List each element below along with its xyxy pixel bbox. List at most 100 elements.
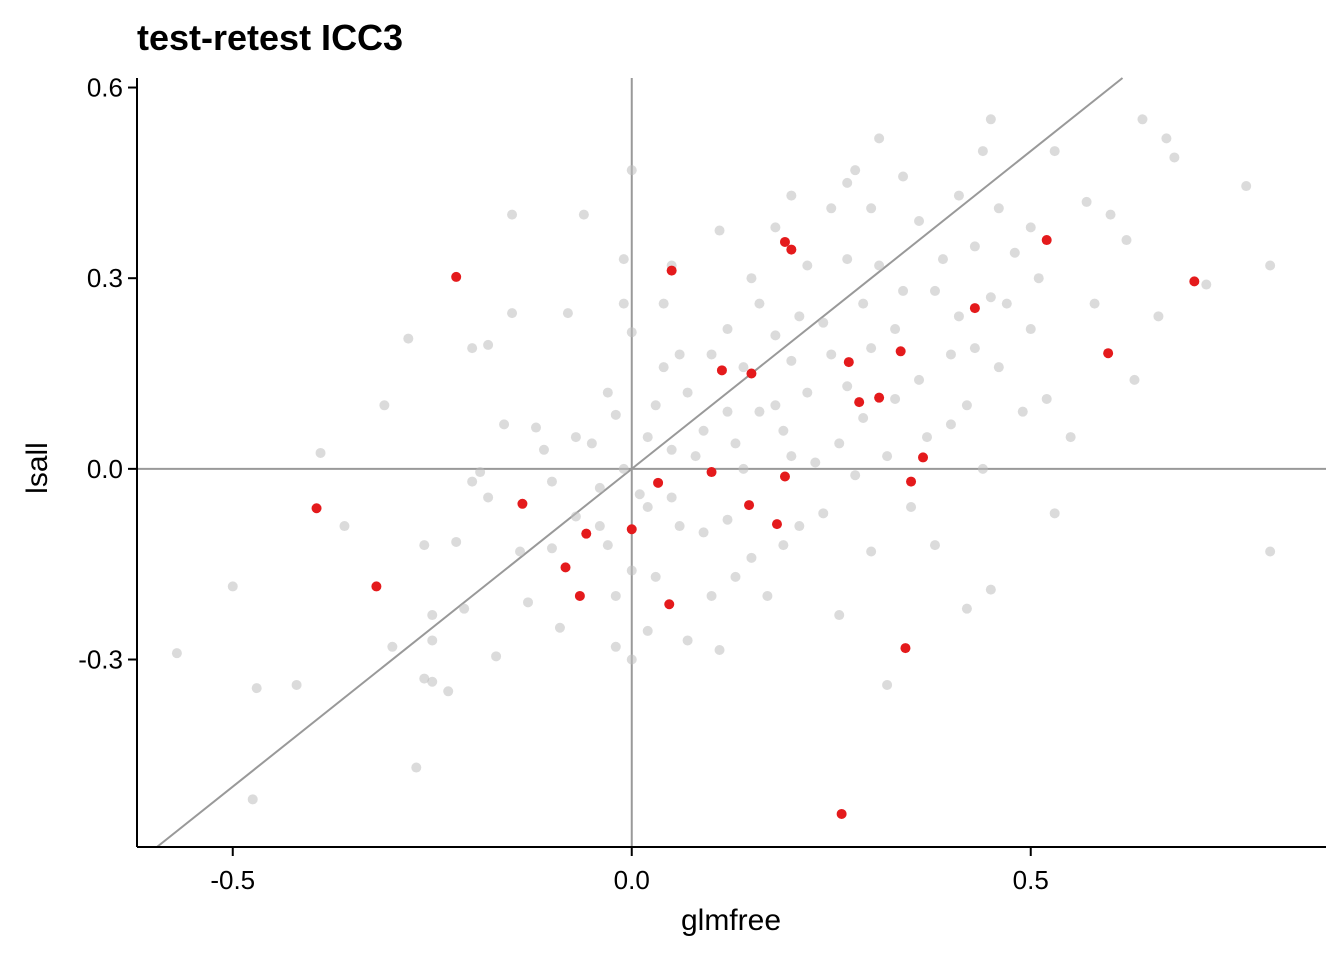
background-point — [626, 654, 637, 665]
background-point — [714, 644, 725, 655]
background-point — [786, 355, 797, 366]
highlight-point — [969, 303, 980, 314]
background-point — [546, 476, 557, 487]
highlight-point — [895, 346, 906, 357]
background-point — [850, 470, 861, 481]
highlight-point — [371, 581, 382, 592]
background-point — [1129, 374, 1140, 385]
background-point — [778, 540, 789, 551]
background-point — [674, 349, 685, 360]
background-point — [969, 343, 980, 354]
background-point — [171, 648, 182, 659]
background-point — [898, 285, 909, 296]
background-point — [722, 514, 733, 525]
identity-line — [156, 77, 1124, 848]
background-point — [570, 511, 581, 522]
background-point — [658, 298, 669, 309]
background-point — [626, 327, 637, 338]
background-point — [658, 362, 669, 373]
background-point — [1153, 311, 1164, 322]
background-point — [570, 432, 581, 443]
highlight-point — [666, 265, 677, 276]
highlight-point — [574, 590, 585, 601]
highlight-point — [874, 392, 885, 403]
background-point — [802, 260, 813, 271]
background-point — [770, 222, 781, 233]
background-point — [483, 492, 494, 503]
highlight-point — [626, 524, 637, 535]
background-point — [515, 546, 526, 557]
background-point — [650, 571, 661, 582]
background-point — [842, 177, 853, 188]
background-point — [842, 381, 853, 392]
background-point — [491, 651, 502, 662]
background-point — [762, 590, 773, 601]
highlight-point — [1189, 276, 1200, 287]
background-point — [483, 339, 494, 350]
background-point — [746, 552, 757, 563]
background-point — [291, 679, 302, 690]
background-point — [858, 413, 869, 424]
background-point — [634, 489, 645, 500]
background-point — [251, 683, 262, 694]
background-point — [985, 584, 996, 595]
background-point — [1265, 260, 1276, 271]
x-axis-label: glmfree — [681, 904, 781, 937]
background-point — [1081, 196, 1092, 207]
background-point — [818, 317, 829, 328]
background-point — [698, 527, 709, 538]
background-point — [770, 400, 781, 411]
y-tick-label: 0.0 — [87, 454, 123, 484]
background-point — [961, 400, 972, 411]
background-point — [1009, 247, 1020, 258]
highlight-point — [836, 808, 847, 819]
background-point — [786, 190, 797, 201]
background-point — [929, 285, 940, 296]
background-point — [802, 387, 813, 398]
background-point — [698, 425, 709, 436]
background-point — [738, 362, 749, 373]
highlight-point — [900, 643, 911, 654]
background-point — [554, 622, 565, 633]
background-point — [1041, 393, 1052, 404]
highlight-point — [906, 476, 917, 487]
background-point — [850, 165, 861, 176]
background-point — [874, 133, 885, 144]
background-point — [411, 762, 422, 773]
background-point — [642, 501, 653, 512]
background-point — [866, 546, 877, 557]
background-point — [523, 597, 534, 608]
background-point — [778, 425, 789, 436]
background-point — [1025, 222, 1036, 233]
background-point — [690, 451, 701, 462]
background-point — [730, 571, 741, 582]
background-point — [1001, 298, 1012, 309]
background-point — [722, 324, 733, 335]
background-point — [914, 215, 925, 226]
background-point — [682, 387, 693, 398]
background-point — [1017, 406, 1028, 417]
y-axis-ticks: -0.3 0.0 0.3 0.6 — [78, 73, 137, 675]
background-point — [818, 508, 829, 519]
background-point — [722, 406, 733, 417]
background-point — [499, 419, 510, 430]
background-point — [315, 447, 326, 458]
background-point — [985, 114, 996, 125]
x-tick-label: 0.0 — [614, 865, 650, 895]
background-point — [794, 311, 805, 322]
background-point — [882, 451, 893, 462]
highlight-point — [1103, 348, 1114, 359]
background-point — [1169, 152, 1180, 163]
background-point — [459, 603, 470, 614]
background-point — [929, 540, 940, 551]
background-point — [1241, 181, 1252, 192]
x-axis-ticks: -0.5 0.0 0.5 — [210, 847, 1049, 895]
background-point — [602, 540, 613, 551]
background-point — [961, 603, 972, 614]
background-point — [666, 492, 677, 503]
background-point — [834, 610, 845, 621]
background-point — [642, 625, 653, 636]
background-point — [993, 362, 1004, 373]
highlight-point — [517, 498, 528, 509]
background-point — [227, 581, 238, 592]
